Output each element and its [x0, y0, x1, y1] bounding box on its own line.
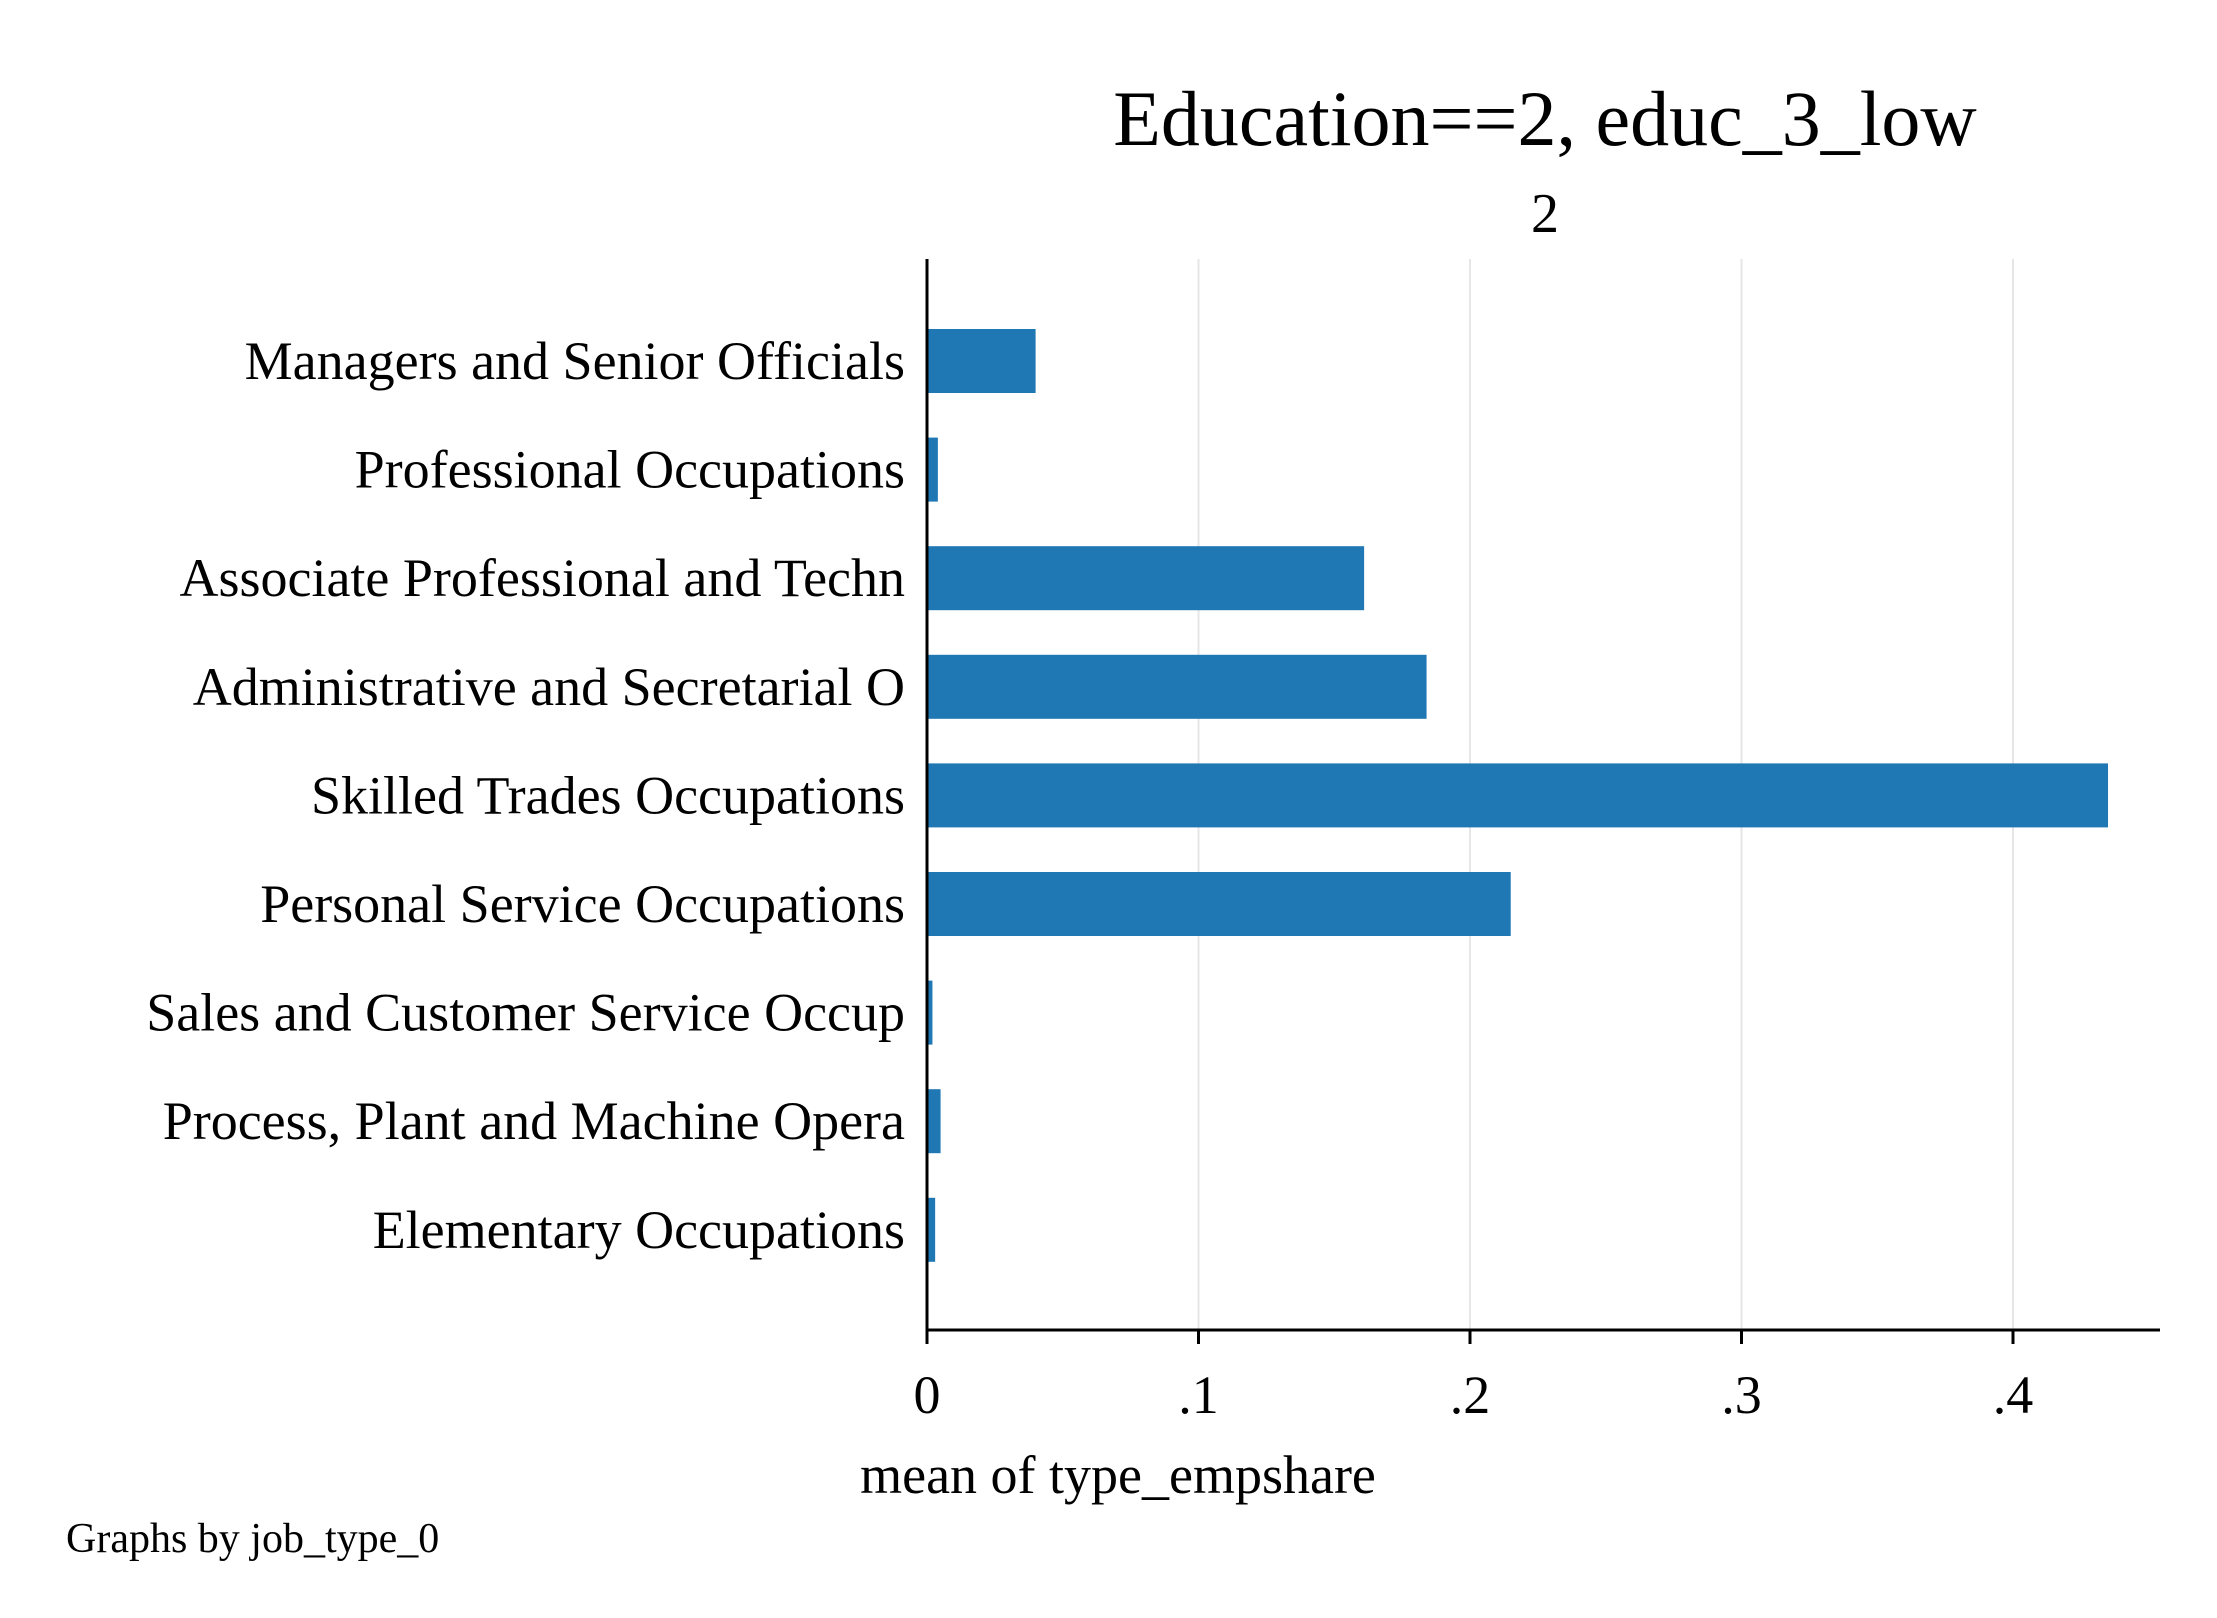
category-label: Associate Professional and Techn: [179, 548, 905, 608]
category-labels: Managers and Senior Officials Professiona…: [146, 331, 905, 1260]
x-axis-ticks: 0 .1 .2 .3 .4: [914, 1330, 2034, 1425]
bar: [927, 329, 1036, 393]
x-tick-label: .2: [1450, 1365, 1491, 1425]
bar: [927, 980, 933, 1045]
chart-subtitle: 2: [1531, 183, 1559, 245]
bar: [927, 763, 2109, 828]
bar: [927, 654, 1427, 719]
category-label: Administrative and Secretarial O: [193, 657, 905, 717]
graphs-by-note: Graphs by job_type_0: [66, 1516, 439, 1562]
chart-title: Education==2, educ_3_low: [1113, 75, 1976, 162]
bar: [927, 1089, 941, 1154]
category-label: Skilled Trades Occupations: [311, 765, 905, 825]
category-label: Process, Plant and Machine Opera: [163, 1091, 905, 1151]
x-tick-label: .3: [1721, 1365, 1762, 1425]
bars: [927, 329, 2109, 1262]
x-tick-label: .4: [1993, 1365, 2034, 1425]
bar: [927, 1197, 936, 1262]
category-label: Personal Service Occupations: [260, 874, 905, 934]
bar: [927, 546, 1365, 611]
x-axis-title: mean of type_empshare: [860, 1445, 1376, 1505]
category-label: Managers and Senior Officials: [245, 331, 905, 391]
x-tick-label: 0: [914, 1365, 941, 1425]
bar: [927, 437, 938, 502]
category-label: Sales and Customer Service Occup: [146, 983, 905, 1043]
category-label: Professional Occupations: [355, 440, 905, 500]
category-label: Elementary Occupations: [373, 1200, 905, 1260]
bar: [927, 872, 1511, 936]
x-tick-label: .1: [1178, 1365, 1219, 1425]
